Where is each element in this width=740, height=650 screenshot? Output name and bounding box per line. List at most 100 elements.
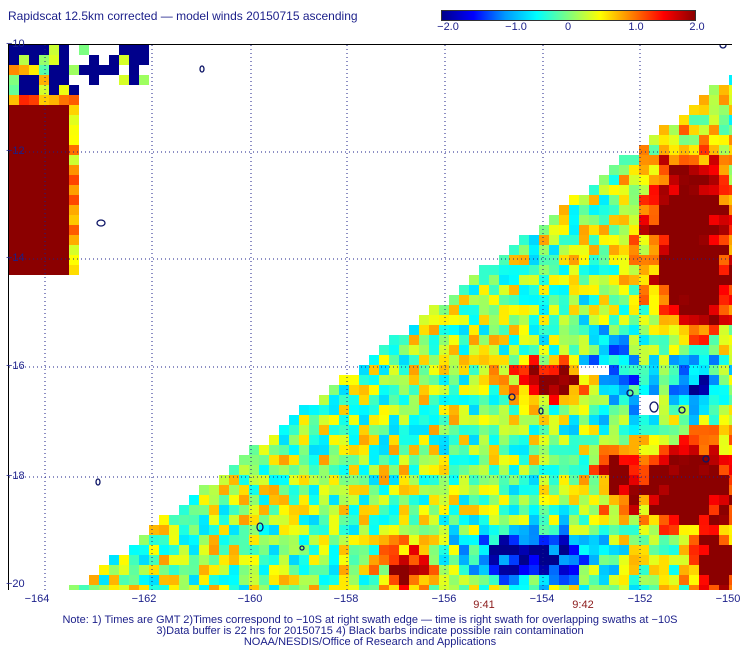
wind-cell	[509, 275, 519, 285]
wind-cell	[729, 255, 732, 265]
wind-cell	[579, 425, 589, 435]
wind-cell	[79, 585, 89, 590]
wind-cell	[489, 305, 499, 315]
wind-cell	[699, 205, 709, 215]
wind-cell	[479, 565, 489, 575]
wind-cell	[79, 65, 89, 75]
wind-cell	[599, 345, 609, 355]
wind-cell	[729, 395, 732, 405]
wind-cell	[449, 415, 459, 425]
lon-label: −150	[715, 593, 740, 605]
wind-cell	[429, 535, 439, 545]
wind-cell	[669, 295, 679, 305]
wind-cell	[319, 495, 329, 505]
wind-cell	[589, 555, 599, 565]
wind-cell	[459, 405, 469, 415]
wind-cell	[329, 435, 339, 445]
wind-cell	[319, 415, 329, 425]
wind-cell	[579, 395, 589, 405]
wind-cell	[609, 235, 619, 245]
wind-cell	[619, 535, 629, 545]
wind-cell	[229, 585, 239, 590]
wind-cell	[289, 565, 299, 575]
wind-cell	[689, 225, 699, 235]
wind-cell	[719, 85, 729, 95]
wind-cell	[699, 585, 709, 590]
wind-cell	[529, 575, 539, 585]
wind-cell	[609, 165, 619, 175]
wind-cell	[659, 245, 669, 255]
wind-cell	[569, 415, 579, 425]
wind-cell	[149, 575, 159, 585]
wind-cell	[709, 525, 719, 535]
wind-cell	[669, 525, 679, 535]
wind-cell	[649, 305, 659, 315]
wind-cell	[309, 565, 319, 575]
wind-cell	[9, 95, 19, 105]
wind-cell	[379, 375, 389, 385]
wind-cell	[419, 425, 429, 435]
wind-cell	[149, 535, 159, 545]
wind-cell	[489, 415, 499, 425]
wind-cell	[449, 505, 459, 515]
wind-cell	[269, 445, 279, 455]
wind-cell	[319, 485, 329, 495]
wind-cell	[299, 435, 309, 445]
wind-cell	[509, 405, 519, 415]
wind-cell	[519, 305, 529, 315]
wind-cell	[9, 195, 19, 205]
wind-cell	[679, 575, 689, 585]
wind-cell	[369, 455, 379, 465]
wind-cell	[249, 535, 259, 545]
wind-cell	[359, 405, 369, 415]
wind-cell	[719, 165, 729, 175]
wind-cell	[509, 455, 519, 465]
wind-cell	[669, 255, 679, 265]
wind-cell	[419, 355, 429, 365]
wind-cell	[169, 515, 179, 525]
wind-cell	[549, 565, 559, 575]
wind-cell	[679, 185, 689, 195]
wind-cell	[679, 155, 689, 165]
wind-cell	[539, 425, 549, 435]
wind-cell	[69, 125, 79, 135]
wind-cell	[729, 195, 732, 205]
wind-cell	[39, 105, 49, 115]
wind-cell	[269, 495, 279, 505]
wind-cell	[549, 455, 559, 465]
wind-cell	[339, 525, 349, 535]
wind-cell	[689, 325, 699, 335]
wind-cell	[349, 435, 359, 445]
wind-cell	[459, 325, 469, 335]
wind-cell	[259, 515, 269, 525]
wind-cell	[529, 305, 539, 315]
wind-cell	[639, 575, 649, 585]
wind-cell	[359, 525, 369, 535]
wind-cell	[19, 165, 29, 175]
wind-cell	[389, 375, 399, 385]
wind-cell	[389, 585, 399, 590]
wind-cell	[519, 585, 529, 590]
wind-cell	[449, 345, 459, 355]
wind-cell	[599, 305, 609, 315]
wind-cell	[649, 455, 659, 465]
wind-cell	[389, 565, 399, 575]
wind-cell	[679, 555, 689, 565]
wind-cell	[569, 585, 579, 590]
wind-cell	[499, 405, 509, 415]
wind-cell	[619, 565, 629, 575]
wind-cell	[559, 265, 569, 275]
wind-cell	[639, 325, 649, 335]
wind-cell	[479, 285, 489, 295]
wind-cell	[589, 305, 599, 315]
wind-cell	[199, 535, 209, 545]
wind-cell	[719, 275, 729, 285]
wind-cell	[469, 335, 479, 345]
wind-cell	[549, 275, 559, 285]
wind-cell	[569, 555, 579, 565]
wind-cell	[389, 405, 399, 415]
wind-cell	[689, 155, 699, 165]
wind-cell	[639, 275, 649, 285]
wind-cell	[729, 175, 732, 185]
wind-cell	[209, 565, 219, 575]
